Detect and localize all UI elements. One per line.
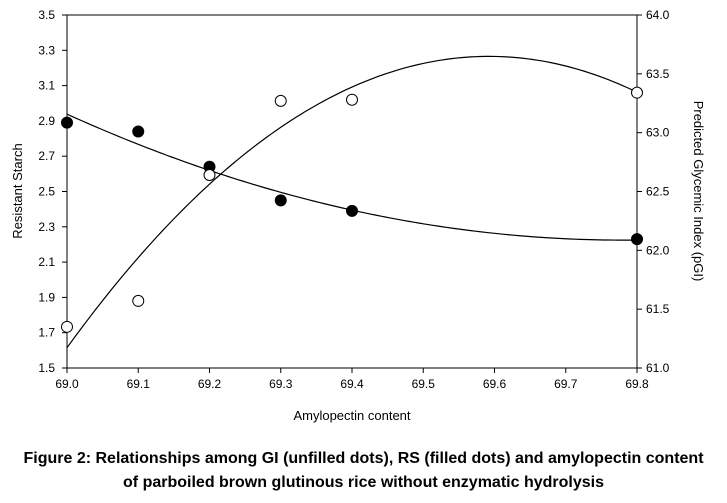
x-tick-label: 69.5 — [412, 377, 436, 391]
y-tick-label: 1.5 — [38, 361, 55, 375]
y-axis-label: Resistant Starch — [10, 143, 25, 238]
x-axis-label: Amylopectin content — [293, 408, 410, 423]
y2-tick-label: 64.0 — [646, 8, 670, 22]
y-tick-label: 2.5 — [38, 185, 55, 199]
y-tick-label: 3.5 — [38, 8, 55, 22]
y-tick-label: 1.9 — [38, 290, 55, 304]
gi-point — [61, 320, 73, 333]
y-tick-label: 3.3 — [38, 43, 55, 57]
x-tick-label: 69.4 — [340, 377, 364, 391]
y2-tick-label: 61.5 — [646, 302, 670, 316]
x-tick-label: 69.7 — [554, 377, 578, 391]
rs-point — [631, 233, 643, 246]
rs-trend-line — [66, 113, 638, 241]
x-tick-label: 69.8 — [625, 377, 649, 391]
x-tick-label: 69.6 — [483, 377, 507, 391]
ticks: 69.0 69.1 69.2 69.3 69.4 69.5 69.6 69.7 69.8 1.5 1… — [38, 8, 669, 391]
axes — [66, 14, 638, 369]
figure-caption-line-2: of parboiled brown glutinous rice withou… — [123, 474, 604, 491]
figure-caption-line-1: Figure 2: Relationships among GI (unfill… — [23, 450, 704, 467]
rs-point — [346, 204, 358, 217]
chart: 69.0 69.1 69.2 69.3 69.4 69.5 69.6 69.7 69.8 1.5 1… — [10, 8, 706, 423]
y-tick-label: 1.7 — [38, 326, 55, 340]
gi-point — [631, 86, 643, 99]
gi-trend-line — [66, 55, 638, 349]
x-tick-label: 69.3 — [269, 377, 293, 391]
x-tick-label: 69.0 — [55, 377, 79, 391]
rs-point — [132, 125, 145, 138]
y-tick-label: 2.3 — [38, 220, 55, 234]
y2-tick-label: 63.0 — [646, 126, 670, 140]
y-tick-label: 2.9 — [38, 114, 55, 128]
gi-point — [132, 294, 145, 307]
y-tick-label: 2.7 — [38, 149, 55, 163]
gi-point — [346, 93, 358, 106]
rs-point — [61, 116, 73, 129]
plot-frame — [66, 14, 638, 369]
x-tick-label: 69.2 — [198, 377, 222, 391]
y2-tick-label: 62.0 — [646, 243, 670, 257]
y2-axis-label: Predicted Glycemic Index (pGI) — [691, 101, 706, 282]
rs-point — [274, 194, 287, 207]
data-points — [61, 86, 643, 333]
gi-point — [203, 169, 216, 182]
y2-tick-label: 62.5 — [646, 185, 670, 199]
gi-point — [274, 94, 287, 107]
y-tick-label: 2.1 — [38, 255, 55, 269]
x-tick-label: 69.1 — [127, 377, 151, 391]
y2-tick-label: 61.0 — [646, 361, 670, 375]
y2-tick-label: 63.5 — [646, 67, 670, 81]
y-tick-label: 3.1 — [38, 79, 55, 93]
